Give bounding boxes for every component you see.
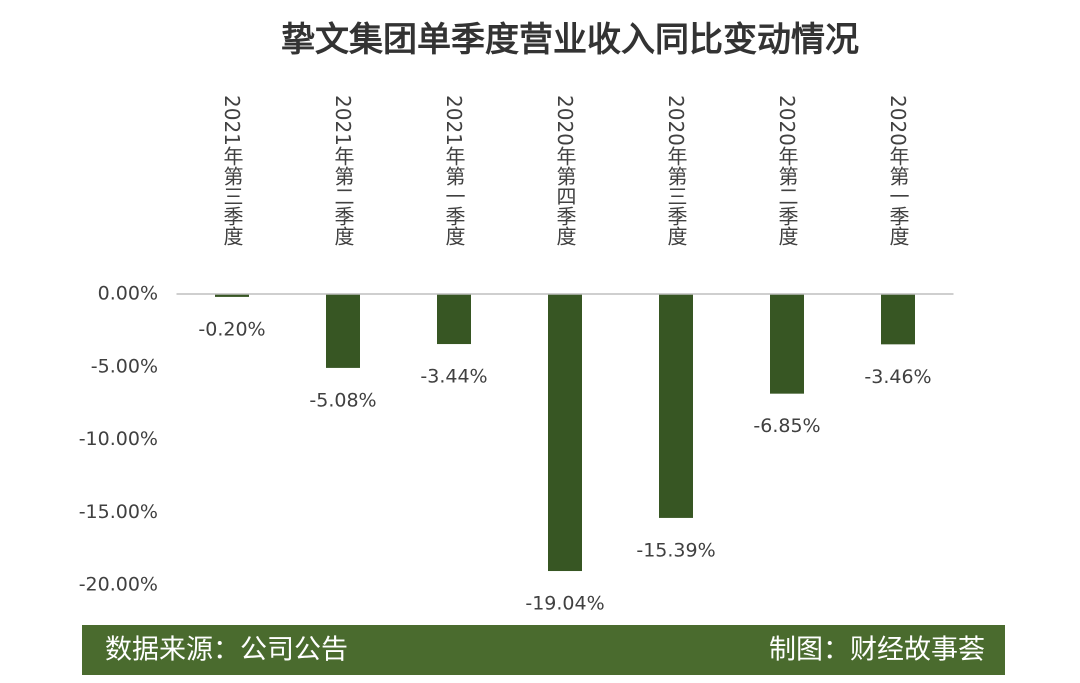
x-tick-label: 2021年第三季度	[220, 95, 244, 246]
value-label: -0.20%	[198, 318, 265, 340]
bar	[437, 294, 471, 345]
chart-title: 挚文集团单季度营业收入同比变动情况	[281, 20, 859, 60]
value-label: -15.39%	[636, 539, 715, 561]
x-tick-label: 2020年第二季度	[775, 95, 799, 246]
value-label: -5.08%	[309, 389, 376, 411]
x-tick-label: 2020年第四季度	[553, 95, 577, 246]
bar	[326, 294, 360, 368]
bar	[881, 294, 915, 345]
value-label: -6.85%	[753, 415, 820, 437]
value-label: -3.46%	[864, 366, 931, 388]
bar	[215, 294, 249, 297]
footer-band	[82, 625, 1005, 675]
y-tick-label: -20.00%	[79, 574, 158, 596]
bar	[659, 294, 693, 518]
bar	[548, 294, 582, 572]
x-tick-label: 2020年第三季度	[664, 95, 688, 246]
footer-source: 数据来源：公司公告	[105, 635, 348, 666]
y-tick-label: 0.00%	[98, 283, 158, 305]
x-tick-label: 2021年第一季度	[442, 95, 466, 246]
footer-credit: 制图：财经故事荟	[769, 635, 985, 666]
value-label: -3.44%	[420, 366, 487, 388]
y-tick-label: -5.00%	[91, 355, 158, 377]
y-tick-label: -15.00%	[79, 501, 158, 523]
x-tick-label: 2021年第二季度	[331, 95, 355, 246]
x-tick-label: 2020年第一季度	[886, 95, 910, 246]
y-tick-label: -10.00%	[79, 428, 158, 450]
value-label: -19.04%	[525, 593, 604, 615]
bar	[770, 294, 804, 394]
